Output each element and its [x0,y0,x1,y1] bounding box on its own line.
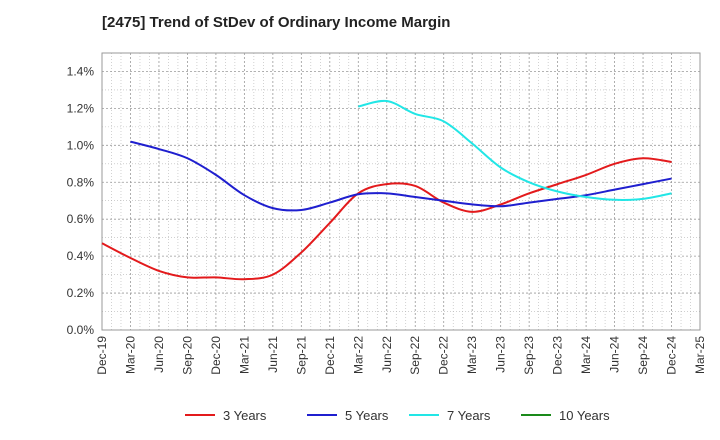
y-axis-ticks: 0.0% 0.2% 0.4% 0.6% 0.8% 1.0% 1.2% 1.4% [67,64,95,337]
y-tick-label: 0.4% [67,249,95,263]
x-tick-label: Dec-20 [209,336,223,375]
legend-label-7-years: 7 Years [447,408,491,423]
x-tick-label: Jun-22 [380,336,394,373]
x-tick-label: Mar-20 [123,336,137,374]
x-tick-label: Sep-20 [180,336,194,375]
x-tick-label: Jun-23 [494,336,508,373]
x-tick-label: Sep-21 [294,336,308,375]
x-tick-label: Dec-19 [95,336,109,375]
chart-title: [2475] Trend of StDev of Ordinary Income… [102,14,451,31]
x-tick-label: Sep-24 [636,336,650,375]
y-tick-label: 1.4% [67,64,95,78]
legend-label-10-years: 10 Years [559,408,610,423]
y-tick-label: 0.8% [67,175,95,189]
x-tick-label: Sep-23 [522,336,536,375]
x-tick-label: Dec-23 [551,336,565,375]
x-tick-label: Jun-20 [152,336,166,373]
y-tick-label: 1.2% [67,101,95,115]
x-axis-ticks: Dec-19 Mar-20 Jun-20 Sep-20 Dec-20 Mar-21 Jun-… [95,336,707,375]
x-tick-label: Jun-24 [608,336,622,373]
legend: 3 Years 5 Years 7 Years 10 Years [185,408,610,423]
series-layer [101,99,672,281]
x-tick-label: Mar-23 [465,336,479,374]
plot-frame [101,52,701,331]
x-tick-label: Dec-21 [323,336,337,375]
x-tick-label: Dec-22 [437,336,451,375]
x-tick-label: Mar-22 [351,336,365,374]
legend-label-3-years: 3 Years [223,408,267,423]
x-tick-label: Jun-21 [266,336,280,373]
x-tick-label: Mar-24 [579,336,593,374]
legend-label-5-years: 5 Years [345,408,389,423]
x-tick-label: Mar-25 [693,336,707,374]
x-tick-label: Dec-24 [665,336,679,375]
y-tick-label: 0.0% [67,323,95,337]
y-tick-label: 0.6% [67,212,95,226]
y-tick-label: 0.2% [67,286,95,300]
series-line-7-years [358,99,672,201]
x-tick-label: Sep-22 [408,336,422,375]
y-tick-label: 1.0% [67,138,95,152]
series-line-3-years [101,157,672,281]
x-tick-label: Mar-21 [237,336,251,374]
series-line-5-years [130,140,672,212]
